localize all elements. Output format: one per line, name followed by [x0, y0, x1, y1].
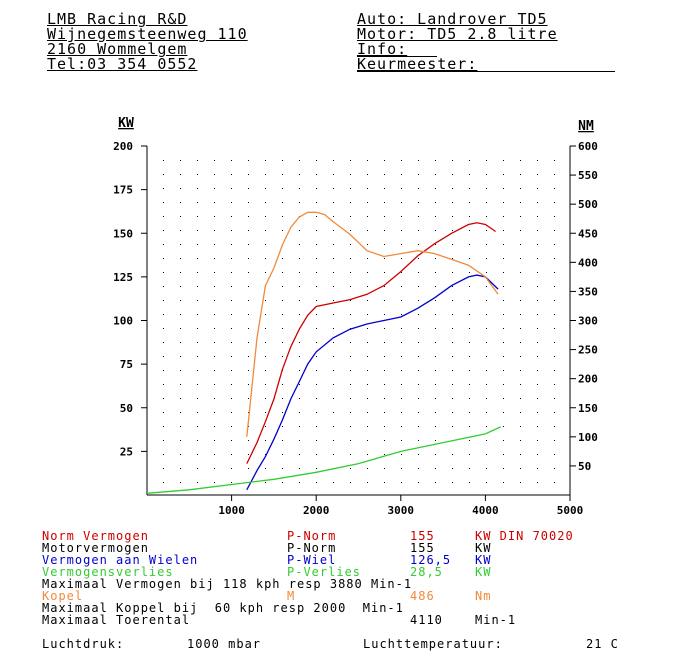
right-tick-label: 250: [578, 344, 598, 357]
motorvermogen-value: 155: [410, 541, 435, 555]
kw-axis-label: KW: [118, 116, 134, 131]
auto-label: Auto: Landrover TD5: [357, 10, 548, 28]
luchtdruk-value: 1000 mbar: [187, 637, 262, 651]
max-toerental-unit: Min-1: [475, 613, 517, 627]
dyno-chart: 25 50 75 100 125 150 175 200 50 100 150 200 250 300 35…: [113, 116, 598, 517]
norm-vermogen-unit: KW DIN 70020: [475, 529, 574, 543]
right-tick-label: 100: [578, 431, 598, 444]
right-tick-label: 450: [578, 227, 598, 240]
norm-vermogen-symbol: P-Norm: [287, 529, 337, 543]
motor-label: Motor: TD5 2.8 litre: [357, 25, 558, 43]
company-tel: Tel:03 354 0552: [47, 55, 198, 73]
nm-axis-label: NM: [578, 119, 594, 134]
vermogensverlies-symbol: P-Verlies: [287, 565, 362, 579]
company-name: LMB Racing R&D: [47, 10, 188, 28]
right-tick-label: 600: [578, 140, 598, 153]
left-tick-label: 100: [113, 315, 133, 328]
x-tick-label: 4000: [472, 504, 499, 517]
left-tick-label: 200: [113, 140, 133, 153]
vermogensverlies-label: Vermogensverlies: [42, 565, 174, 579]
kopel-unit: Nm: [475, 589, 492, 603]
company-street: Wijnegemsteenweg 110: [47, 25, 248, 43]
luchttemperatuur-value: 21 C: [586, 637, 619, 651]
max-toerental-label: Maximaal Toerental: [42, 613, 191, 627]
right-tick-label: 550: [578, 169, 598, 182]
right-tick-label: 200: [578, 373, 598, 386]
x-tick-label: 3000: [388, 504, 415, 517]
motorvermogen-unit: KW: [475, 541, 492, 555]
wielvermogen-unit: KW: [475, 553, 492, 567]
keurmeester-label: Keurmeester:: [357, 55, 478, 73]
wielvermogen-label: Vermogen aan Wielen: [42, 553, 199, 567]
right-tick-label: 50: [578, 460, 591, 473]
vermogensverlies-value: 28,5: [410, 565, 443, 579]
series-line-kopel: [246, 211, 499, 437]
x-tick-label: 1000: [218, 504, 245, 517]
right-tick-label: 500: [578, 198, 598, 211]
max-koppel-line: Maximaal Koppel bij 60 kph resp 2000 Min…: [42, 601, 404, 615]
series-line-norm-vermogen: [246, 222, 496, 464]
series-line-vermogen-aan-wielen: [246, 274, 499, 491]
kopel-symbol: M: [287, 589, 296, 603]
kopel-value: 486: [410, 589, 435, 603]
wielvermogen-symbol: P-Wiel: [287, 553, 337, 567]
info-underline: [357, 56, 437, 57]
left-tick-label: 25: [120, 445, 133, 458]
left-tick-label: 150: [113, 227, 133, 240]
right-tick-label: 150: [578, 402, 598, 415]
left-tick-label: 75: [120, 358, 133, 371]
x-tick-label: 2000: [303, 504, 330, 517]
motorvermogen-label: Motorvermogen: [42, 541, 149, 555]
grid-dots: [163, 160, 555, 483]
max-vermogen-line: Maximaal Vermogen bij 118 kph resp 3880 …: [42, 577, 413, 591]
kopel-label: Kopel: [42, 589, 84, 603]
right-tick-label: 300: [578, 315, 598, 328]
series-line-vermogensverlies: [146, 426, 501, 494]
x-tick-label: 5000: [557, 504, 584, 517]
left-tick-label: 175: [113, 184, 133, 197]
norm-vermogen-value: 155: [410, 529, 435, 543]
right-tick-label: 350: [578, 285, 598, 298]
keurmeester-underline: [357, 71, 615, 72]
left-tick-label: 125: [113, 271, 133, 284]
wielvermogen-value: 126,5: [410, 553, 452, 567]
company-city: 2160 Wommelgem: [47, 40, 188, 58]
motorvermogen-symbol: P-Norm: [287, 541, 337, 555]
right-tick-label: 400: [578, 256, 598, 269]
luchtdruk-label: Luchtdruk:: [42, 637, 125, 651]
info-label: Info:: [357, 40, 408, 58]
luchttemperatuur-label: Luchttemperatuur:: [363, 637, 503, 651]
norm-vermogen-label: Norm Vermogen: [42, 529, 149, 543]
left-tick-label: 50: [120, 402, 133, 415]
max-toerental-value: 4110: [410, 613, 443, 627]
vermogensverlies-unit: KW: [475, 565, 492, 579]
